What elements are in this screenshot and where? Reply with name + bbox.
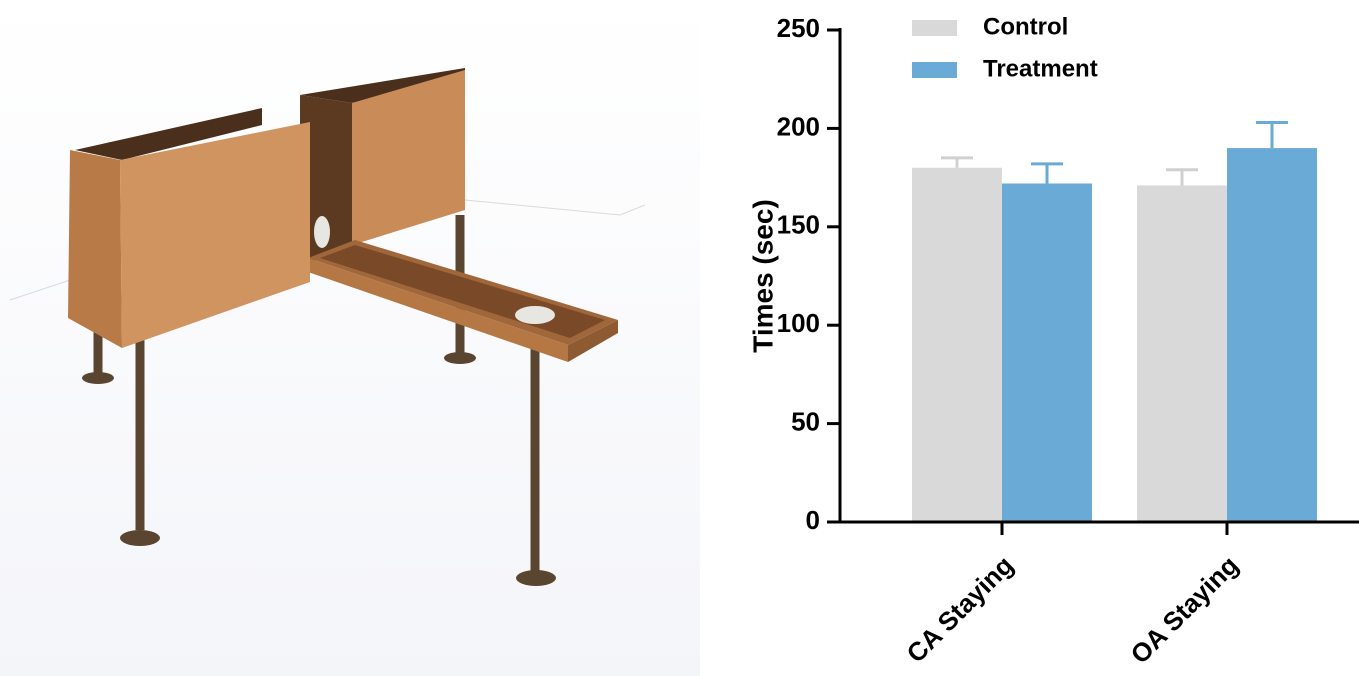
- error-bar: [1166, 168, 1198, 186]
- y-tick-label: 150: [777, 210, 820, 240]
- y-tick-label: 250: [777, 13, 820, 43]
- y-tick-label: 50: [791, 406, 820, 436]
- y-tick-label: 200: [777, 111, 820, 141]
- y-tick-label: 100: [777, 308, 820, 338]
- legend-swatch: [912, 20, 957, 36]
- maze-illustration: [0, 0, 700, 676]
- y-axis-label: Times (sec): [747, 199, 778, 353]
- x-tick-label: OA Staying: [1124, 550, 1244, 670]
- error-bar: [1256, 120, 1288, 149]
- legend-swatch: [912, 62, 957, 78]
- legend-label: Control: [983, 13, 1068, 40]
- bar: [1137, 185, 1227, 523]
- x-tick-label: CA Staying: [901, 550, 1020, 669]
- error-bar: [941, 156, 973, 168]
- legend-label: Treatment: [983, 55, 1098, 82]
- bar: [1227, 148, 1317, 522]
- error-bar: [1031, 162, 1063, 184]
- bar-chart: CA Staying OA Staying 0 50 100 150 200 250 Times…: [747, 13, 1359, 670]
- bar: [1002, 183, 1092, 522]
- y-tick-label: 0: [806, 505, 820, 535]
- bar: [912, 167, 1002, 522]
